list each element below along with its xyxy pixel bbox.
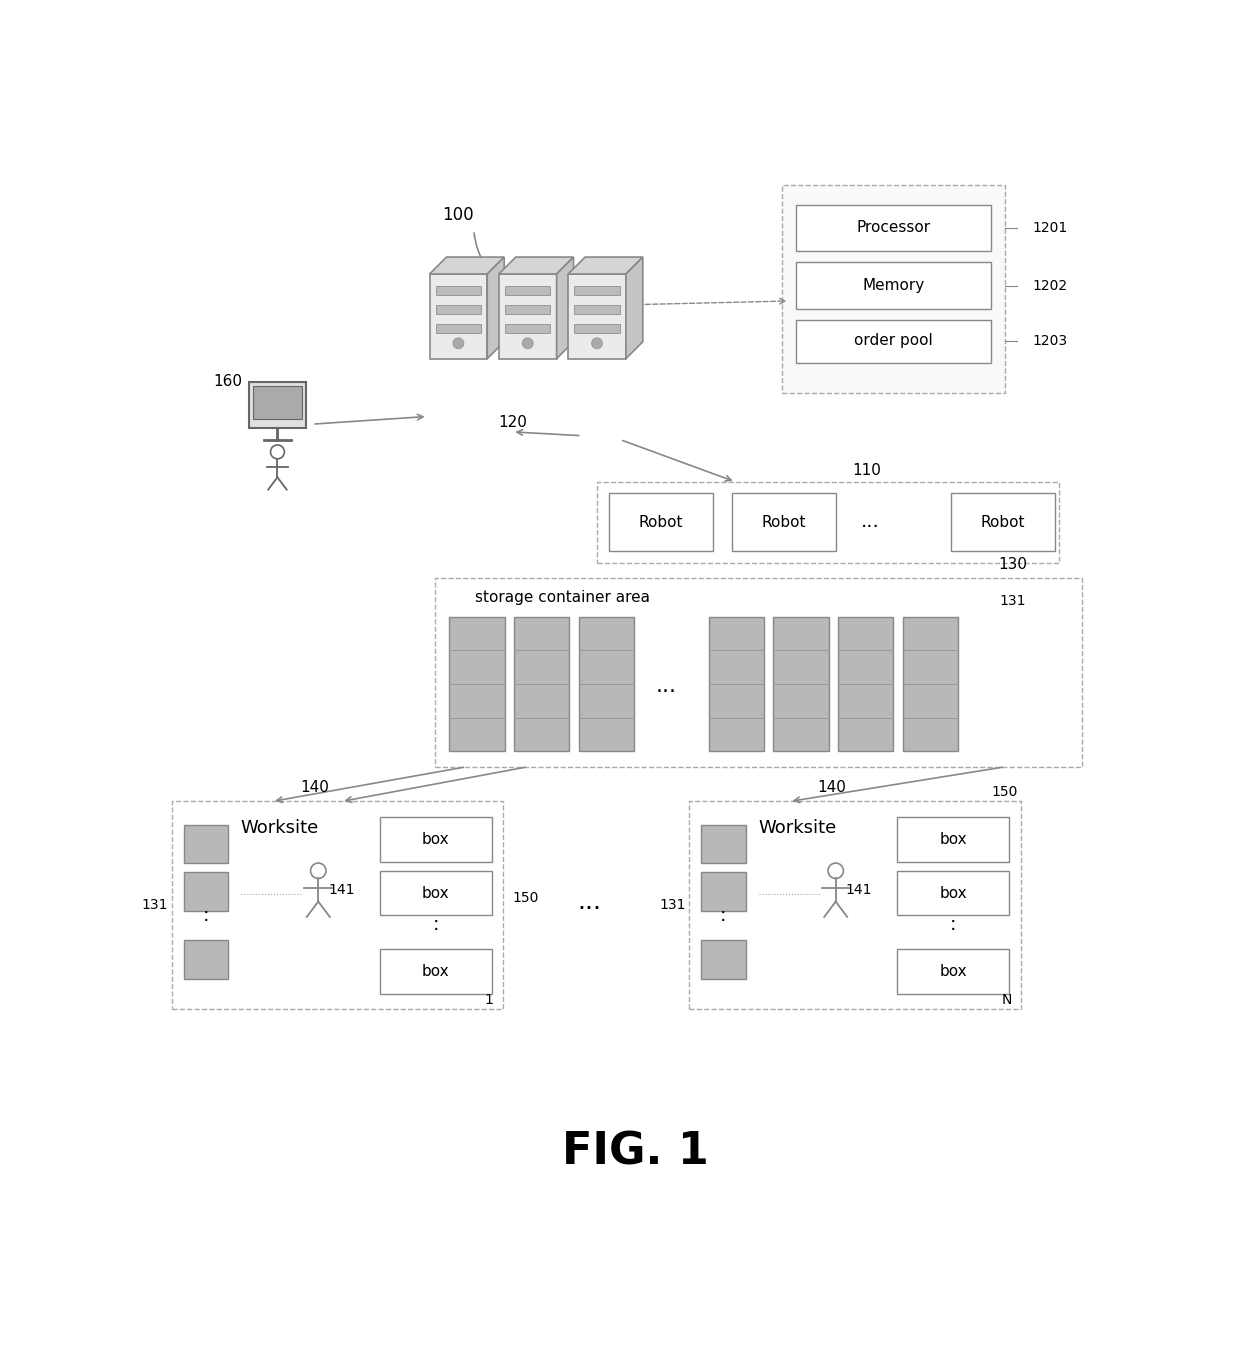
Text: 100: 100 [443,206,474,223]
Polygon shape [429,257,505,275]
Bar [435,325,481,333]
Polygon shape [487,257,505,359]
Bar [379,817,491,862]
Text: :: : [720,907,727,925]
Bar [774,617,828,751]
Bar [796,204,991,250]
Bar [609,494,713,551]
Bar [689,801,1021,1009]
Bar [184,873,228,911]
Bar [574,304,620,314]
Text: storage container area: storage container area [475,590,650,605]
Text: 1: 1 [485,993,494,1007]
Bar [505,285,551,295]
Bar [898,950,1009,994]
Bar [429,275,487,359]
Bar [379,950,491,994]
Bar [596,482,1059,563]
Bar [505,325,551,333]
Polygon shape [498,257,574,275]
Text: 141: 141 [846,884,872,897]
Text: 131: 131 [141,898,169,912]
Text: 150: 150 [992,785,1018,800]
Bar [253,387,301,419]
Bar [898,871,1009,916]
Bar [796,262,991,308]
Circle shape [453,338,464,349]
Circle shape [591,338,603,349]
Bar [184,824,228,863]
Text: 1203: 1203 [1033,334,1068,348]
Text: N: N [1002,993,1012,1007]
Text: Worksite: Worksite [241,820,319,838]
Bar [449,617,505,751]
Bar [796,321,991,363]
Bar [184,940,228,978]
Polygon shape [568,257,642,275]
Circle shape [522,338,533,349]
Bar [568,275,626,359]
Bar [579,617,634,751]
Text: 131: 131 [999,594,1025,609]
Bar [574,285,620,295]
Bar [435,304,481,314]
Text: ...: ... [578,889,601,913]
Bar [701,824,745,863]
Text: 140: 140 [300,781,329,796]
Text: box: box [940,832,967,847]
Bar [505,304,551,314]
Text: 131: 131 [660,898,686,912]
Text: FIG. 1: FIG. 1 [562,1130,709,1173]
Text: order pool: order pool [854,333,932,349]
Text: 110: 110 [852,463,880,478]
Text: Memory: Memory [862,279,925,294]
Text: 120: 120 [498,415,527,430]
Text: 141: 141 [329,884,355,897]
Text: 150: 150 [512,890,538,905]
Bar [574,325,620,333]
Bar [838,617,894,751]
Bar [513,617,569,751]
Text: box: box [940,965,967,980]
Bar [379,871,491,916]
Bar [951,494,1055,551]
Text: ...: ... [861,513,879,532]
Text: ...: ... [656,676,677,695]
Bar [701,940,745,978]
Polygon shape [557,257,574,359]
Bar [701,873,745,911]
Bar [435,578,1083,767]
Text: Robot: Robot [761,515,806,530]
Bar [781,185,1006,394]
Bar [708,617,764,751]
Text: Worksite: Worksite [758,820,836,838]
Bar [898,817,1009,862]
Circle shape [270,445,284,459]
Bar [248,382,306,428]
Circle shape [828,863,843,878]
Text: 1202: 1202 [1033,279,1068,292]
Text: 1201: 1201 [1033,221,1068,235]
Text: Robot: Robot [981,515,1025,530]
Text: :: : [202,907,210,925]
Text: :: : [950,915,956,934]
Bar [732,494,836,551]
Bar [172,801,503,1009]
Text: box: box [422,832,449,847]
Text: box: box [422,965,449,980]
Circle shape [310,863,326,878]
Text: box: box [422,886,449,901]
Bar [903,617,959,751]
Bar [435,285,481,295]
Text: 140: 140 [817,781,846,796]
Bar [498,275,557,359]
Text: :: : [433,915,439,934]
Text: box: box [940,886,967,901]
Polygon shape [626,257,642,359]
Text: Processor: Processor [857,221,930,235]
Text: 160: 160 [213,375,242,390]
Text: 130: 130 [998,557,1027,572]
Text: Robot: Robot [639,515,683,530]
